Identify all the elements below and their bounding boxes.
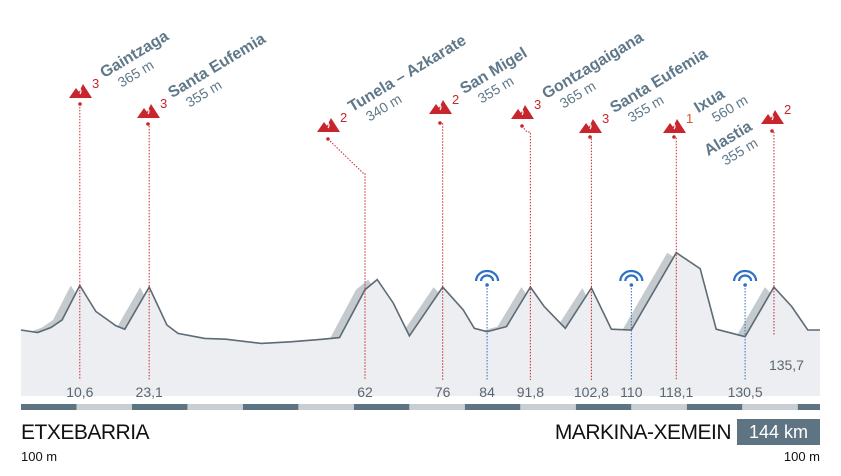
climb-category: 2: [452, 92, 460, 107]
sprint-dot: [629, 283, 634, 287]
mountain-icon: [137, 104, 160, 118]
climb-category: 3: [160, 96, 168, 111]
sprint-km-label: 84: [479, 384, 495, 400]
mountain-icon: [761, 110, 784, 124]
mountain-icon: [579, 119, 602, 133]
climb-dot: [438, 121, 442, 125]
mountain-icon: [663, 119, 686, 133]
mountain-icon: [511, 105, 534, 119]
distance-scale-segment: [21, 404, 77, 410]
distance-scale-segment: [464, 404, 521, 410]
sprint-dot: [743, 283, 747, 287]
distance-scale-segment: [575, 404, 632, 410]
profile-area: [21, 252, 820, 396]
climb-category: 3: [92, 76, 100, 91]
distance-scale-segment: [520, 404, 576, 410]
climb-leader-line: [521, 125, 531, 380]
distance-scale-segment: [353, 404, 410, 410]
sprint-icon: [732, 269, 758, 282]
start-altitude: 100 m: [21, 449, 58, 464]
distance-scale-segment: [742, 404, 798, 410]
climb-km-label: 10,6: [66, 384, 94, 400]
climb-category: 2: [340, 110, 348, 125]
climb-km-label: 23,1: [135, 384, 163, 400]
distance-scale-segment: [631, 404, 687, 410]
distance-scale-segment: [409, 404, 465, 410]
climb-km-label: 135,7: [768, 357, 804, 373]
sprint-km-label: 110: [620, 384, 643, 400]
distance-scale-segment: [797, 404, 820, 410]
climb-dot: [326, 137, 330, 141]
sprint-icon: [474, 269, 500, 282]
mountain-icon: [429, 100, 452, 114]
distance-scale-segment: [76, 404, 132, 410]
sprint-dot: [485, 283, 489, 287]
climb-km-label: 62: [357, 384, 373, 400]
climb-dot: [146, 122, 150, 126]
distance-scale-segment: [298, 404, 354, 410]
distance-scale-segment: [187, 404, 243, 410]
climb-km-label: 76: [434, 384, 451, 400]
sprint-km-label: 130,5: [727, 384, 763, 400]
finish-city: MARKINA-XEMEIN: [554, 421, 732, 444]
climb-dot: [770, 129, 774, 133]
climb-category: 1: [686, 111, 694, 126]
sprint-icon: [619, 269, 644, 282]
climb-dot: [520, 124, 524, 128]
mountain-icon: [317, 118, 340, 132]
finish-altitude: 100 m: [783, 449, 820, 464]
climb-dot: [672, 135, 676, 139]
climb-category: 3: [602, 111, 610, 126]
distance-scale-segment: [686, 404, 743, 410]
distance-scale-segment: [242, 404, 299, 410]
climb-km-label: 91,8: [516, 384, 544, 400]
mountain-icon: [69, 84, 92, 98]
profile-line: [20, 251, 820, 345]
climb-km-label: 118,1: [659, 384, 694, 400]
climb-category: 3: [534, 97, 542, 112]
climb-dot: [78, 102, 82, 106]
start-city: ETXEBARRIA: [21, 421, 150, 444]
distance-scale-segment: [131, 404, 188, 410]
climb-km-label: 102,8: [573, 384, 609, 400]
climb-dot: [588, 135, 592, 139]
climb-category: 2: [784, 102, 792, 117]
climb-leader-line: [327, 138, 366, 380]
total-distance-badge: 144 km: [737, 419, 820, 445]
